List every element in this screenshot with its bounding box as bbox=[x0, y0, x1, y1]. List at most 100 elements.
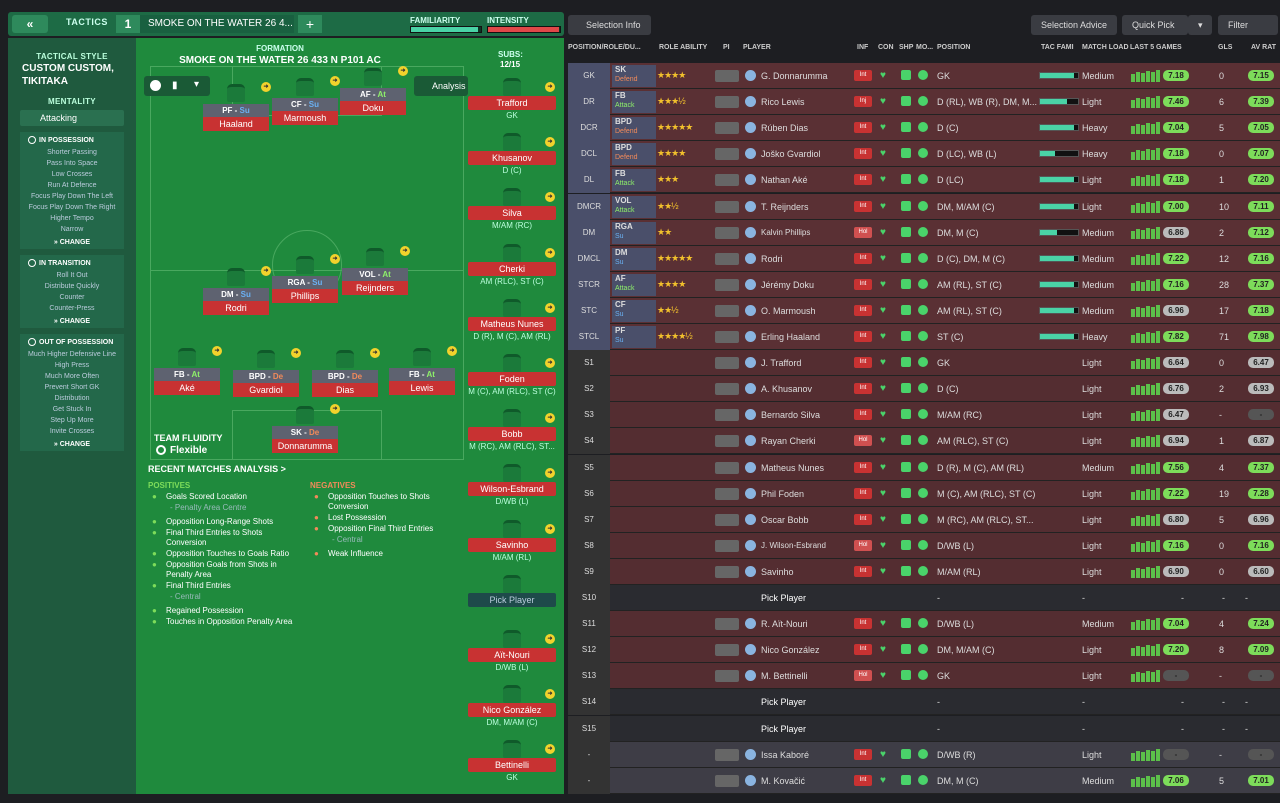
table-row[interactable]: DR FB Attack ★★★½ Rico Lewis Inj ♥ D (RL), WB (… bbox=[568, 89, 1280, 116]
table-row[interactable]: S3 Bernardo Silva Int ♥ M/AM (RC) Light 6.47 - - bbox=[568, 402, 1280, 429]
role-cell[interactable]: VOL Attack bbox=[612, 195, 656, 218]
col-shp[interactable]: SHP bbox=[899, 44, 914, 51]
col-pi[interactable]: PI bbox=[723, 44, 730, 51]
table-row[interactable]: STCR AF Attack ★★★★ Jérémy Doku Int ♥ AM (RL), … bbox=[568, 271, 1280, 298]
table-row[interactable]: S4 Rayan Cherki Hol ♥ AM (RLC), ST (C) Light 6… bbox=[568, 428, 1280, 455]
table-row[interactable]: S8 J. Wilson-Esbrand Hol ♥ D/WB (L) Light 7.16… bbox=[568, 532, 1280, 559]
col-role-ability[interactable]: ROLE ABILITY bbox=[659, 44, 708, 51]
table-row[interactable]: STCL PF Su ★★★★½ Erling Haaland Int ♥ ST (C) Hea… bbox=[568, 324, 1280, 350]
back-button[interactable]: « bbox=[12, 15, 48, 33]
formation-name-dropdown[interactable]: SMOKE ON THE WATER 26 433 N P101 AC bbox=[179, 55, 381, 66]
col-position[interactable]: POSITION bbox=[937, 44, 971, 51]
pitch-player[interactable]: PF - Su Haaland bbox=[203, 104, 269, 131]
role-cell[interactable]: FB Attack bbox=[612, 169, 656, 192]
col-match-load[interactable]: MATCH LOAD bbox=[1082, 44, 1129, 51]
col-gls[interactable]: GLS bbox=[1218, 44, 1233, 51]
role-cell[interactable]: PF Su bbox=[612, 326, 656, 348]
pick-player-dropdown[interactable]: Pick Player bbox=[743, 721, 851, 736]
selection-advice-button[interactable]: Selection Advice bbox=[1031, 15, 1118, 35]
pi-icon[interactable] bbox=[715, 252, 739, 265]
pi-icon[interactable] bbox=[715, 435, 739, 448]
selection-info-button[interactable]: Selection Info bbox=[568, 15, 651, 35]
player-name[interactable]: Bernardo Silva bbox=[761, 410, 821, 421]
table-row[interactable]: GK SK Defend ★★★★ G. Donnarumma Int ♥ GK Medium 7… bbox=[568, 63, 1280, 89]
table-row[interactable]: S7 Oscar Bobb Int ♥ M (RC), AM (RLC), ST... L… bbox=[568, 506, 1280, 533]
pi-icon[interactable] bbox=[715, 278, 739, 291]
player-name[interactable]: Oscar Bobb bbox=[761, 514, 809, 525]
change-button[interactable]: » CHANGE bbox=[53, 441, 91, 448]
sub-slot[interactable]: Aït-Nouri D/WB (L) bbox=[468, 648, 556, 672]
role-cell[interactable]: FB Attack bbox=[612, 91, 656, 114]
table-row[interactable]: DCR BPD Defend ★★★★★ Rúben Dias Int ♥ D (C) Heav… bbox=[568, 115, 1280, 142]
table-row[interactable]: DMCL DM Su ★★★★★ Rodri Int ♥ D (C), DM, M (C) Me… bbox=[568, 245, 1280, 272]
col-tac-fami[interactable]: TAC FAMI bbox=[1041, 44, 1074, 51]
sub-slot[interactable]: Trafford GK bbox=[468, 96, 556, 120]
role-cell[interactable]: BPD Defend bbox=[612, 143, 656, 166]
role-cell[interactable]: CF Su bbox=[612, 299, 656, 322]
pi-icon[interactable] bbox=[715, 644, 739, 657]
change-button[interactable]: » CHANGE bbox=[53, 239, 91, 246]
col-mo[interactable]: MO... bbox=[916, 44, 934, 51]
pitch-player[interactable]: AF - At Doku bbox=[340, 88, 406, 115]
player-name[interactable]: Rico Lewis bbox=[761, 97, 805, 108]
pi-icon[interactable] bbox=[715, 487, 739, 500]
role-cell[interactable]: AF Attack bbox=[612, 273, 656, 296]
table-row[interactable]: - Issa Kaboré Int ♥ D/WB (R) Light - - - bbox=[568, 741, 1280, 768]
player-name[interactable]: Joško Gvardiol bbox=[761, 149, 821, 160]
stats-icon[interactable]: ▮ bbox=[172, 80, 178, 91]
col-position-role[interactable]: POSITION/ROLE/DU... bbox=[568, 44, 641, 51]
pi-icon[interactable] bbox=[715, 670, 739, 683]
player-name[interactable]: J. Trafford bbox=[761, 358, 802, 369]
pi-icon[interactable] bbox=[715, 226, 739, 239]
sub-slot[interactable]: Savinho M/AM (RL) bbox=[468, 537, 556, 562]
table-row[interactable]: STC CF Su ★★½ O. Marmoush Int ♥ AM (RL), ST (C)… bbox=[568, 297, 1280, 324]
filter-dropdown[interactable]: Filter bbox=[1218, 15, 1278, 35]
tactic-slot-number[interactable]: 1 bbox=[116, 15, 140, 33]
player-name[interactable]: Nathan Aké bbox=[761, 175, 808, 186]
pi-icon[interactable] bbox=[715, 331, 739, 343]
pitch-player[interactable]: BPD - De Dias bbox=[312, 370, 378, 397]
player-name[interactable]: Savinho bbox=[761, 566, 794, 577]
pi-icon[interactable] bbox=[715, 96, 739, 109]
pi-icon[interactable] bbox=[715, 122, 739, 135]
pi-icon[interactable] bbox=[715, 618, 739, 631]
pi-icon[interactable] bbox=[715, 539, 739, 552]
table-row[interactable]: S15 Pick Player - - - - - bbox=[568, 715, 1280, 742]
sub-slot[interactable]: Silva M/AM (RC) bbox=[468, 206, 556, 230]
table-row[interactable]: S2 A. Khusanov Int ♥ D (C) Light 6.76 2 6.93 bbox=[568, 376, 1280, 403]
player-name[interactable]: Issa Kaboré bbox=[761, 749, 810, 760]
table-row[interactable]: S1 J. Trafford Int ♥ GK Light 6.64 0 6.47 bbox=[568, 350, 1280, 377]
sub-slot[interactable]: Nico González DM, M/AM (C) bbox=[468, 703, 556, 727]
player-name[interactable]: G. Donnarumma bbox=[761, 71, 828, 81]
player-name[interactable]: Phil Foden bbox=[761, 488, 805, 499]
table-row[interactable]: DMCR VOL Attack ★★½ T. Reijnders Int ♥ DM, M/AM… bbox=[568, 193, 1280, 220]
table-row[interactable]: S12 Nico González Int ♥ DM, M/AM (C) Light 7.2… bbox=[568, 637, 1280, 664]
pitch-player[interactable]: BPD - De Gvardiol bbox=[233, 370, 299, 397]
pi-icon[interactable] bbox=[715, 565, 739, 578]
pi-icon[interactable] bbox=[715, 513, 739, 526]
table-row[interactable]: S14 Pick Player - - - - - bbox=[568, 689, 1280, 716]
pi-icon[interactable] bbox=[715, 774, 739, 787]
role-cell[interactable]: BPD Defend bbox=[612, 117, 656, 140]
table-row[interactable]: S6 Phil Foden Int ♥ M (C), AM (RLC), ST (C) L… bbox=[568, 480, 1280, 507]
table-row[interactable]: - M. Kovačić Int ♥ DM, M (C) Medium 7.06 5 7.01 bbox=[568, 767, 1280, 794]
add-tactic-button[interactable]: + bbox=[298, 15, 322, 33]
pitch-player[interactable]: FB - At Aké bbox=[154, 368, 220, 395]
recent-matches-analysis-link[interactable]: RECENT MATCHES ANALYSIS > bbox=[148, 464, 286, 474]
pitch-player[interactable]: FB - At Lewis bbox=[389, 368, 455, 395]
download-icon[interactable]: ▾ bbox=[194, 79, 200, 90]
player-name[interactable]: R. Aït-Nouri bbox=[761, 619, 808, 630]
pick-player-dropdown[interactable]: Pick Player bbox=[743, 695, 851, 710]
sub-slot[interactable]: Cherki AM (RLC), ST (C) bbox=[468, 261, 556, 286]
table-row[interactable]: S13 M. Bettinelli Hol ♥ GK Light - - - bbox=[568, 663, 1280, 690]
table-row[interactable]: DCL BPD Defend ★★★★ Joško Gvardiol Int ♥ D (LC)… bbox=[568, 141, 1280, 168]
player-name[interactable]: Rúben Dias bbox=[761, 123, 809, 134]
pi-icon[interactable] bbox=[715, 357, 739, 370]
col-player[interactable]: PLAYER bbox=[743, 44, 771, 51]
pitch-player[interactable]: SK - De Donnarumma bbox=[272, 426, 338, 453]
player-name[interactable]: T. Reijnders bbox=[761, 201, 809, 212]
change-button[interactable]: » CHANGE bbox=[53, 318, 91, 325]
role-cell[interactable]: RGA Su bbox=[612, 221, 656, 244]
pi-icon[interactable] bbox=[715, 383, 739, 396]
sub-slot[interactable]: Matheus Nunes D (R), M (C), AM (RL) bbox=[468, 316, 556, 341]
